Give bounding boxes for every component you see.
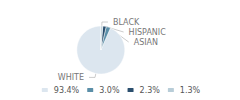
svg-text:BLACK: BLACK [113,18,140,27]
svg-text:WHITE: WHITE [58,73,84,82]
svg-text:2.3%: 2.3% [140,86,161,95]
svg-text:1.3%: 1.3% [180,86,201,95]
svg-text:ASIAN: ASIAN [134,38,158,47]
svg-text:93.4%: 93.4% [54,86,80,95]
svg-text:3.0%: 3.0% [99,86,120,95]
svg-text:HISPANIC: HISPANIC [129,28,167,37]
